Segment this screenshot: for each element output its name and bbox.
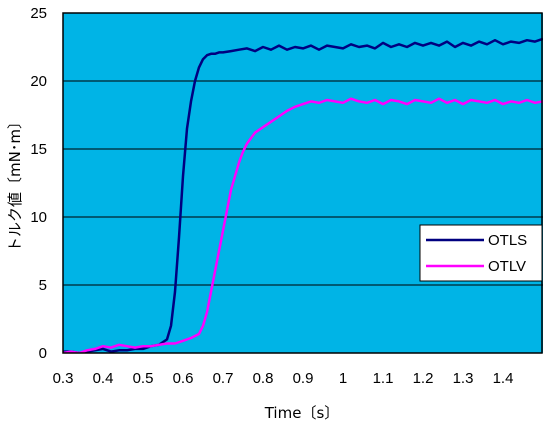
x-tick-label: 0.6	[173, 370, 194, 387]
x-tick-label: 0.5	[133, 370, 154, 387]
y-tick-label: 15	[30, 141, 47, 158]
y-tick-label: 25	[30, 5, 47, 22]
y-tick-label: 10	[30, 209, 47, 226]
x-tick-label: 1	[339, 370, 347, 387]
y-tick-label: 5	[39, 277, 47, 294]
gridlines	[63, 80, 543, 286]
y-tick-labels: 0 5 10 15 20 25	[30, 5, 47, 362]
legend-box	[419, 224, 543, 282]
y-tick-label: 0	[39, 345, 47, 362]
series-line-otlv	[63, 97, 543, 353]
legend-label-otls: OTLS	[488, 232, 527, 249]
x-tick-label: 0.4	[93, 370, 114, 387]
x-axis-label: Time〔s〕	[264, 404, 340, 422]
x-tick-label: 0.3	[53, 370, 74, 387]
x-tick-labels: 0.3 0.4 0.5 0.6 0.7 0.8 0.9 1 1.1 1.2 1.3 1.4	[53, 370, 514, 387]
x-tick-label: 0.7	[213, 370, 234, 387]
x-tick-label: 0.8	[253, 370, 274, 387]
plot-area	[63, 13, 543, 353]
y-axis-label: トルク値〔mN･m〕	[6, 114, 24, 252]
x-tick-label: 1.3	[453, 370, 474, 387]
series-layer	[63, 37, 543, 353]
x-tick-label: 1.4	[493, 370, 514, 387]
plot-border	[62, 12, 543, 354]
y-tick-label: 20	[30, 73, 47, 90]
x-tick-label: 0.9	[293, 370, 314, 387]
legend-label-otlv: OTLV	[488, 258, 526, 275]
legend: OTLS OTLV	[419, 224, 543, 282]
x-tick-label: 1.2	[413, 370, 434, 387]
x-tick-label: 1.1	[373, 370, 394, 387]
